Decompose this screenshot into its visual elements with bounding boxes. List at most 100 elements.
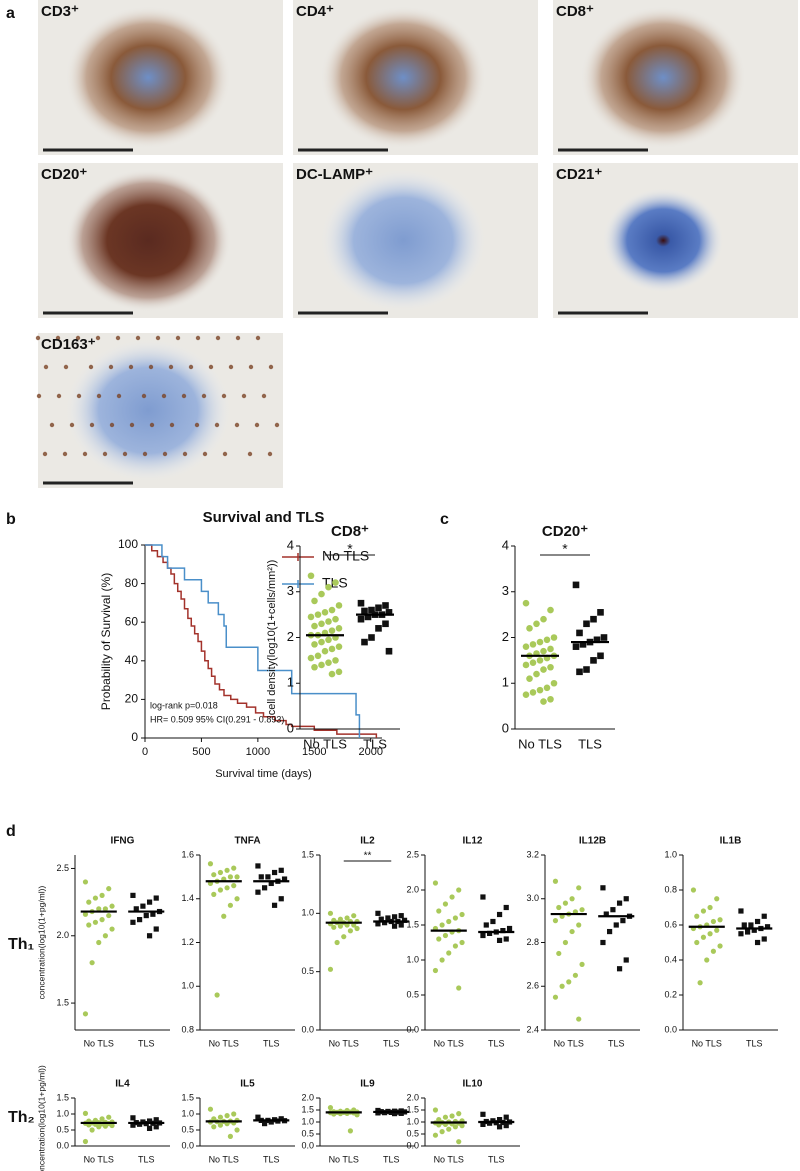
- data-point: [496, 937, 503, 943]
- data-point: [146, 1125, 153, 1131]
- y-tick-label: 1: [287, 675, 294, 690]
- data-point: [398, 922, 404, 928]
- data-point: [378, 916, 384, 922]
- data-point: [224, 867, 230, 873]
- chart-title: IFNG: [111, 836, 135, 847]
- data-point: [616, 966, 623, 972]
- image-stain: [65, 169, 231, 312]
- data-point: [543, 684, 551, 692]
- data-point: [714, 927, 720, 933]
- data-point: [496, 1124, 503, 1130]
- data-point: [556, 950, 562, 957]
- data-point: [738, 908, 744, 914]
- data-point: [439, 1129, 445, 1135]
- data-point: [89, 960, 95, 966]
- x-tick-label: TLS: [746, 1038, 763, 1048]
- data-point: [690, 887, 697, 893]
- y-tick-label: 1.0: [406, 954, 419, 964]
- data-point: [150, 911, 156, 917]
- data-point: [436, 1122, 442, 1128]
- data-point: [217, 869, 224, 876]
- data-point: [227, 902, 233, 908]
- data-point: [325, 636, 332, 644]
- x-tick-label: No TLS: [518, 736, 562, 751]
- data-point: [540, 615, 547, 623]
- annotation: log-rank p=0.018: [150, 700, 218, 710]
- data-point: [314, 652, 322, 660]
- data-point: [153, 895, 159, 901]
- stained-cell: [129, 422, 135, 428]
- y-tick-label: 2.5: [406, 849, 419, 859]
- stained-cell: [82, 451, 88, 457]
- data-point: [382, 920, 388, 926]
- data-point: [576, 668, 583, 676]
- y-axis-label: cell density(log10(1+cells/mm²)): [266, 560, 278, 716]
- stained-cell: [109, 422, 115, 428]
- data-point: [543, 636, 551, 644]
- data-point: [583, 620, 590, 628]
- y-axis-label: Probability of Survival (%): [99, 573, 113, 710]
- y-tick-label: 0.5: [301, 1128, 314, 1138]
- image-label: CD8⁺: [556, 3, 594, 20]
- stained-cell: [247, 451, 253, 457]
- x-tick-label: TLS: [488, 1038, 505, 1048]
- stained-cell: [115, 335, 121, 341]
- stained-cell: [214, 422, 220, 428]
- chart-title: Survival and TLS: [203, 509, 325, 526]
- y-tick-label: 0: [502, 720, 509, 735]
- x-tick-label: TLS: [263, 1154, 280, 1164]
- stained-cell: [122, 451, 128, 457]
- y-tick-label: 4: [502, 537, 509, 552]
- data-point: [217, 887, 224, 893]
- data-point: [375, 625, 382, 632]
- data-point: [375, 921, 381, 927]
- y-tick-label: 2.6: [526, 981, 539, 991]
- panel-letter: d: [6, 823, 16, 840]
- image-label: DC-LAMP⁺: [296, 166, 373, 183]
- data-point: [335, 625, 343, 632]
- data-point: [382, 620, 389, 628]
- stained-cell: [234, 422, 240, 428]
- data-point: [337, 923, 344, 929]
- data-point: [480, 932, 486, 939]
- data-point: [265, 874, 271, 880]
- data-point: [327, 1105, 334, 1111]
- data-point: [328, 645, 336, 653]
- data-point: [754, 918, 761, 925]
- data-point: [522, 643, 530, 650]
- data-point: [351, 913, 357, 919]
- data-point: [99, 1116, 105, 1122]
- data-point: [576, 1016, 582, 1022]
- data-point: [311, 641, 318, 648]
- data-point: [704, 957, 710, 963]
- stained-cell: [162, 451, 168, 457]
- y-tick-label: 0.0: [406, 1024, 419, 1034]
- panel-letter: b: [6, 511, 16, 528]
- stained-cell: [108, 364, 114, 370]
- data-point: [452, 1124, 458, 1130]
- data-point: [146, 933, 153, 939]
- data-point: [754, 939, 761, 946]
- data-point: [401, 917, 408, 923]
- stained-cell: [175, 335, 181, 341]
- y-tick-label: 0.5: [181, 1124, 194, 1134]
- y-tick-label: 40: [125, 653, 139, 667]
- data-point: [102, 1123, 108, 1129]
- stained-cell: [235, 335, 241, 341]
- data-point: [552, 994, 559, 1000]
- data-point: [318, 638, 325, 646]
- data-point: [146, 899, 153, 905]
- data-point: [311, 663, 318, 671]
- image-label: CD20⁺: [41, 166, 87, 183]
- image-stain: [602, 188, 724, 293]
- data-point: [92, 895, 99, 901]
- data-point: [99, 892, 105, 898]
- y-tick-label: 0.8: [664, 884, 677, 894]
- chart-title: IL10: [462, 1079, 482, 1090]
- data-point: [751, 927, 757, 933]
- y-tick-label: 1.5: [56, 997, 69, 1007]
- data-point: [137, 1121, 143, 1127]
- y-tick-label: 100: [118, 537, 138, 551]
- data-point: [576, 922, 582, 928]
- stained-cell: [142, 451, 148, 457]
